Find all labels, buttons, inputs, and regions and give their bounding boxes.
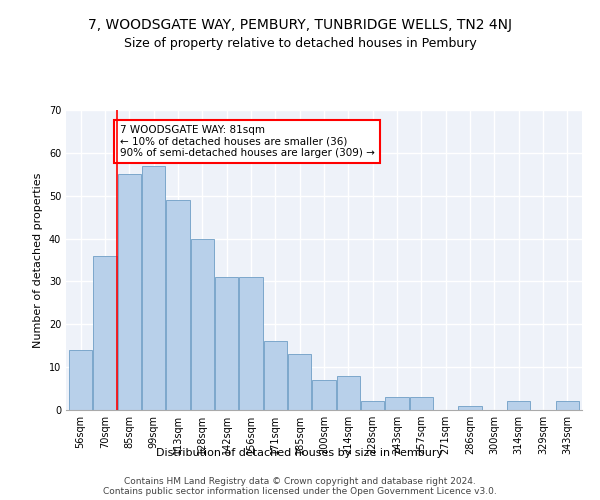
Text: 7 WOODSGATE WAY: 81sqm
← 10% of detached houses are smaller (36)
90% of semi-det: 7 WOODSGATE WAY: 81sqm ← 10% of detached…	[119, 125, 374, 158]
Bar	[337, 376, 360, 410]
Text: Contains HM Land Registry data © Crown copyright and database right 2024.: Contains HM Land Registry data © Crown c…	[124, 476, 476, 486]
Bar	[239, 277, 263, 410]
Y-axis label: Number of detached properties: Number of detached properties	[33, 172, 43, 348]
Bar	[94, 256, 116, 410]
Bar	[264, 342, 287, 410]
Bar	[385, 397, 409, 410]
Text: Size of property relative to detached houses in Pembury: Size of property relative to detached ho…	[124, 38, 476, 51]
Bar	[313, 380, 335, 410]
Bar	[410, 397, 433, 410]
Text: 7, WOODSGATE WAY, PEMBURY, TUNBRIDGE WELLS, TN2 4NJ: 7, WOODSGATE WAY, PEMBURY, TUNBRIDGE WEL…	[88, 18, 512, 32]
Bar	[215, 277, 238, 410]
Bar	[507, 402, 530, 410]
Bar	[166, 200, 190, 410]
Text: Distribution of detached houses by size in Pembury: Distribution of detached houses by size …	[157, 448, 443, 458]
Bar	[142, 166, 165, 410]
Bar	[361, 402, 384, 410]
Bar	[118, 174, 141, 410]
Bar	[191, 238, 214, 410]
Bar	[556, 402, 579, 410]
Bar	[69, 350, 92, 410]
Bar	[288, 354, 311, 410]
Bar	[458, 406, 482, 410]
Text: Contains public sector information licensed under the Open Government Licence v3: Contains public sector information licen…	[103, 486, 497, 496]
